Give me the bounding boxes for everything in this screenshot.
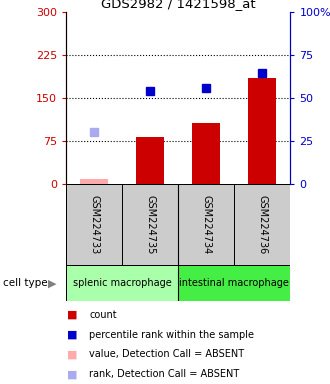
- Text: value, Detection Call = ABSENT: value, Detection Call = ABSENT: [89, 349, 244, 359]
- Bar: [66, 265, 178, 301]
- Text: ■: ■: [67, 330, 78, 340]
- Bar: [80, 179, 108, 184]
- Text: cell type: cell type: [3, 278, 48, 288]
- Bar: [136, 137, 164, 184]
- Text: GSM224736: GSM224736: [257, 195, 267, 254]
- Bar: [192, 123, 220, 184]
- Text: intestinal macrophage: intestinal macrophage: [180, 278, 289, 288]
- Bar: [178, 265, 290, 301]
- Text: GSM224734: GSM224734: [201, 195, 211, 254]
- Text: ▶: ▶: [48, 278, 56, 288]
- Text: GSM224733: GSM224733: [89, 195, 99, 254]
- Title: GDS2982 / 1421598_at: GDS2982 / 1421598_at: [101, 0, 255, 10]
- Text: count: count: [89, 310, 117, 320]
- Text: GSM224735: GSM224735: [145, 195, 155, 254]
- Bar: [248, 78, 277, 184]
- Bar: [178, 184, 234, 265]
- Bar: [234, 184, 290, 265]
- Bar: [122, 184, 178, 265]
- Text: rank, Detection Call = ABSENT: rank, Detection Call = ABSENT: [89, 369, 239, 379]
- Text: percentile rank within the sample: percentile rank within the sample: [89, 330, 254, 340]
- Text: ■: ■: [67, 349, 78, 359]
- Bar: [66, 184, 122, 265]
- Text: splenic macrophage: splenic macrophage: [73, 278, 172, 288]
- Text: ■: ■: [67, 369, 78, 379]
- Text: ■: ■: [67, 310, 78, 320]
